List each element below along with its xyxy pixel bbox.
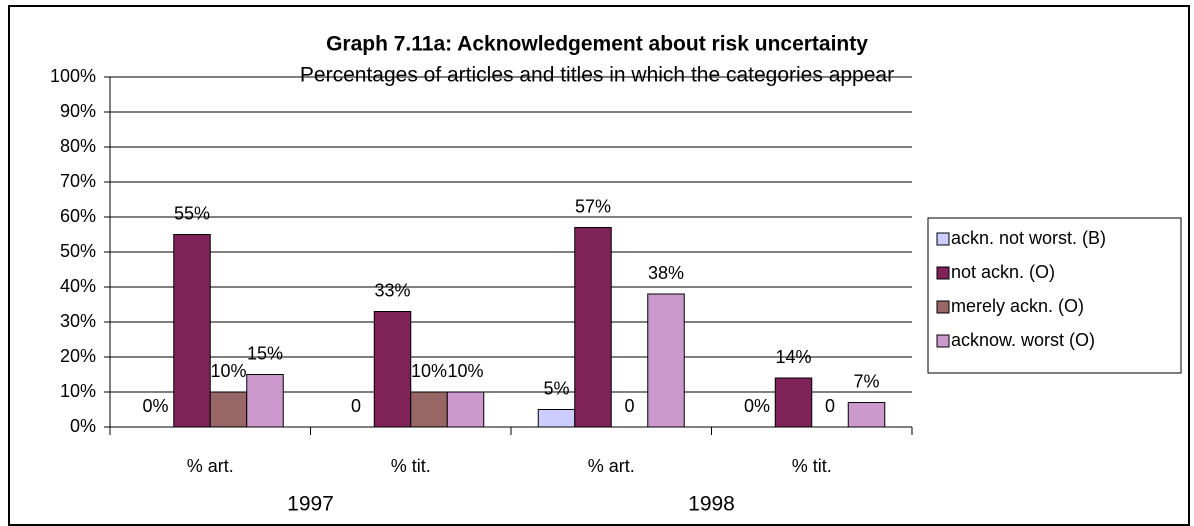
y-tick-label: 100% — [50, 66, 96, 86]
bar — [647, 293, 685, 428]
category-group-label: 1998 — [688, 493, 735, 516]
y-tick-label: 90% — [60, 101, 96, 121]
bar — [373, 311, 412, 428]
bar — [173, 234, 211, 428]
value-label: 33% — [374, 280, 410, 300]
legend-label: merely ackn. (O) — [951, 296, 1084, 316]
y-tick-label: 10% — [60, 381, 96, 401]
bar — [574, 227, 612, 428]
value-label: 0% — [744, 396, 770, 416]
legend-label: ackn. not worst. (B) — [951, 228, 1106, 248]
value-label: 15% — [247, 343, 283, 363]
value-label: 55% — [174, 203, 210, 223]
bar — [537, 409, 576, 428]
y-tick-label: 20% — [60, 346, 96, 366]
legend-swatch — [936, 334, 950, 348]
x-tick-label: % art. — [187, 456, 234, 476]
bar — [209, 391, 248, 428]
y-tick-label: 80% — [60, 136, 96, 156]
value-label: 10% — [210, 361, 246, 381]
x-tick-label: % art. — [588, 456, 635, 476]
legend-swatch — [936, 232, 950, 246]
y-tick-label: 0% — [70, 416, 96, 436]
value-label: 0 — [624, 396, 634, 416]
y-tick-label: 30% — [60, 311, 96, 331]
value-label: 10% — [411, 361, 447, 381]
value-label: 5% — [543, 378, 569, 398]
bar — [446, 391, 485, 428]
legend-swatch — [936, 300, 950, 314]
legend-label: acknow. worst (O) — [951, 330, 1095, 350]
chart-title: Graph 7.11a: Acknowledgement about risk … — [326, 33, 868, 56]
x-tick-label: % tit. — [792, 456, 832, 476]
y-tick-label: 60% — [60, 206, 96, 226]
x-tick-label: % tit. — [391, 456, 431, 476]
y-tick-label: 40% — [60, 276, 96, 296]
value-label: 38% — [648, 263, 684, 283]
value-label: 10% — [447, 361, 483, 381]
value-label: 14% — [775, 347, 811, 367]
bar — [774, 377, 813, 428]
legend-box — [927, 217, 1182, 374]
value-label: 0% — [142, 396, 168, 416]
y-tick-label: 50% — [60, 241, 96, 261]
y-tick-label: 70% — [60, 171, 96, 191]
bar — [246, 374, 284, 428]
category-group-label: 1997 — [287, 493, 334, 516]
chart-subtitle: Percentages of articles and titles in wh… — [300, 64, 894, 87]
bar — [847, 402, 886, 428]
value-label: 57% — [575, 196, 611, 216]
legend-label: not ackn. (O) — [951, 262, 1055, 282]
legend-swatch — [936, 266, 950, 280]
value-label: 7% — [853, 371, 879, 391]
bar — [410, 391, 448, 428]
value-label: 0 — [351, 396, 361, 416]
value-label: 0 — [825, 396, 835, 416]
